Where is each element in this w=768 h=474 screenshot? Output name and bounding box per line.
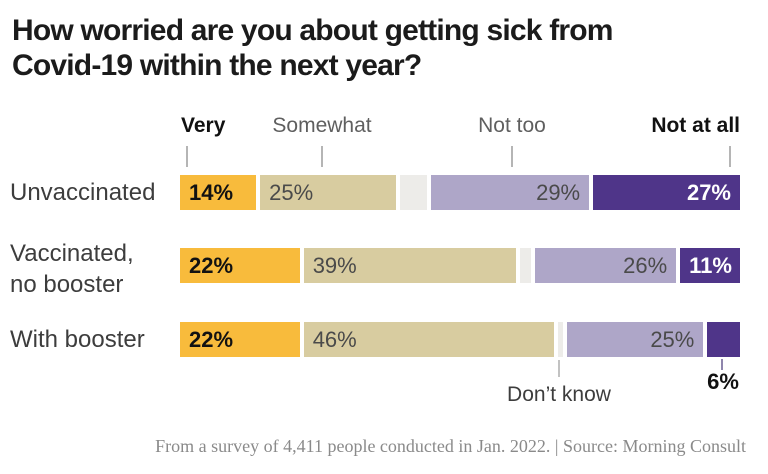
bar-segment-very: 22% (180, 322, 300, 357)
bar-segment-dont_know (557, 322, 564, 357)
chart-title-line1: How worried are you about getting sick f… (12, 14, 613, 47)
segment-value-label: 46% (312, 326, 357, 352)
segment-value-label: 25% (650, 326, 695, 352)
chart-title: How worried are you about getting sick f… (12, 13, 613, 83)
bar-segment-not_too: 25% (567, 322, 704, 357)
bar-segment-somewhat: 46% (303, 322, 554, 357)
legend-tick-somewhat (321, 146, 323, 167)
legend-label-somewhat: Somewhat (272, 114, 372, 137)
source-attribution: From a survey of 4,411 people conducted … (155, 436, 746, 456)
category-label-with-booster: With booster (10, 326, 145, 353)
bar-segment-not_at_all: 11% (680, 248, 740, 283)
legend-tick-not-too (511, 146, 513, 167)
bar-segment-not_at_all (707, 322, 740, 357)
segment-value-label: 22% (189, 326, 234, 352)
legend-label-not-at-all: Not at all (651, 114, 740, 137)
bar-segment-dont_know (519, 248, 531, 283)
bar-segment-somewhat: 25% (260, 175, 397, 210)
stacked-bar-with-booster: 22% 46% 25% (180, 322, 740, 357)
six-percent-value-label: 6% (707, 369, 739, 394)
stacked-bar-unvaccinated: 14% 25% 29% 27% (180, 175, 740, 210)
segment-value-label: 26% (623, 252, 668, 278)
bar-segment-very: 14% (180, 175, 257, 210)
bar-segment-very: 22% (180, 248, 300, 283)
segment-value-label: 27% (686, 179, 731, 205)
legend-label-not-too: Not too (478, 114, 546, 137)
category-label-unvaccinated: Unvaccinated (10, 179, 156, 206)
bar-segment-not_at_all: 27% (593, 175, 740, 210)
bar-segment-not_too: 29% (431, 175, 590, 210)
segment-value-label: 29% (536, 179, 581, 205)
six-percent-pointer-line (721, 359, 723, 370)
legend-tick-not-at-all (729, 146, 731, 167)
legend-tick-very (186, 146, 188, 167)
dont-know-pointer-line (558, 360, 560, 377)
legend-label-very: Very (181, 114, 226, 137)
segment-value-label: 22% (189, 252, 234, 278)
dont-know-annotation-label: Don’t know (507, 383, 611, 406)
segment-value-label: 11% (689, 252, 732, 278)
bar-segment-somewhat: 39% (303, 248, 516, 283)
chart-title-line2: Covid-19 within the next year? (12, 49, 422, 82)
bar-segment-not_too: 26% (534, 248, 677, 283)
stacked-bar-vaccinated-no-booster: 22% 39% 26% 11% (180, 248, 740, 283)
segment-value-label: 25% (269, 179, 314, 205)
bar-segment-dont_know (400, 175, 428, 210)
segment-value-label: 14% (189, 179, 234, 205)
segment-value-label: 39% (312, 252, 357, 278)
category-label-vaccinated-no-booster: Vaccinated, no booster (10, 240, 134, 298)
